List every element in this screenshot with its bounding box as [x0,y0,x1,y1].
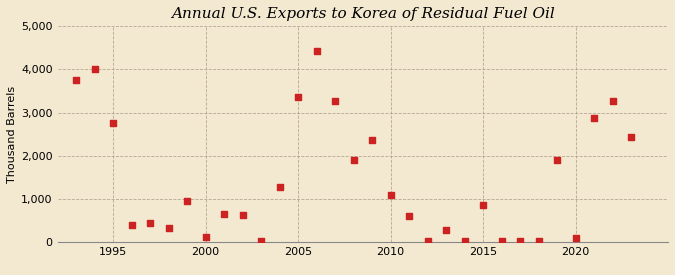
Point [71,78,82,82]
Point [496,239,507,243]
Point [570,236,581,240]
Point [348,158,359,162]
Point [404,214,414,218]
Point [478,203,489,207]
Point [237,213,248,217]
Point [533,239,544,243]
Point [89,67,100,72]
Point [219,212,230,216]
Point [514,239,525,243]
Point [108,121,119,126]
Point [589,116,599,120]
Point [607,98,618,103]
Point [422,239,433,243]
Point [126,223,137,227]
Point [200,234,211,239]
Point [182,199,192,204]
Point [329,98,340,103]
Point [441,228,452,232]
Point [385,193,396,197]
Y-axis label: Thousand Barrels: Thousand Barrels [7,86,17,183]
Point [274,185,285,189]
Point [144,221,155,225]
Point [551,158,562,162]
Point [367,138,377,142]
Point [459,239,470,243]
Point [293,95,304,99]
Point [256,239,267,243]
Point [626,135,637,139]
Title: Annual U.S. Exports to Korea of Residual Fuel Oil: Annual U.S. Exports to Korea of Residual… [171,7,555,21]
Point [311,49,322,53]
Point [163,226,174,230]
